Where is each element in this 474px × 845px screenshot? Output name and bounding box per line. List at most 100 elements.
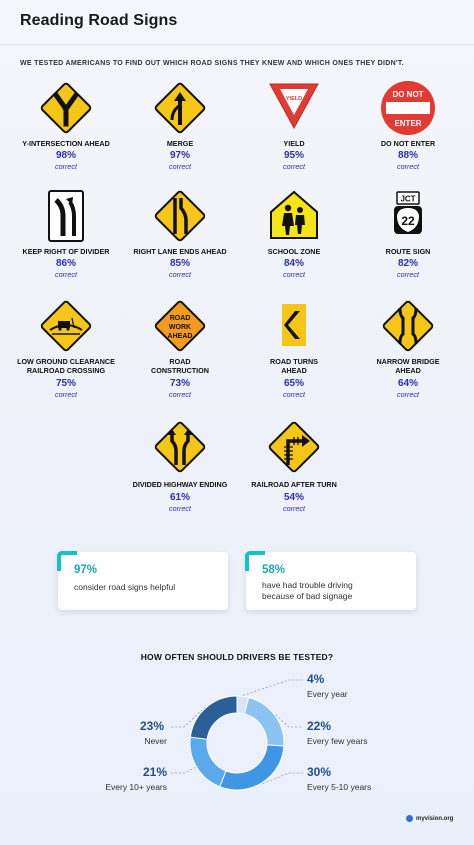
- sign-correct-label: correct: [55, 270, 77, 279]
- sign-correct-label: correct: [169, 162, 191, 171]
- brand-icon: [406, 815, 413, 822]
- sign-percent: 97%: [169, 150, 190, 161]
- sign-percent: 64%: [397, 378, 418, 389]
- route-sign-number: 22: [401, 214, 415, 228]
- slice-label-every-10-plus-years: Every 10+ years: [105, 782, 167, 792]
- brand-text: myvision.org: [416, 815, 454, 822]
- sign-correct-label: correct: [169, 390, 191, 399]
- sign-percent: 98%: [55, 150, 76, 161]
- do-not-enter-bottom-text: ENTER: [394, 119, 421, 128]
- sign-percent: 82%: [397, 258, 418, 269]
- donut-slice-every-10-plus-years: [189, 736, 227, 788]
- stat-text: consider road signs helpful: [74, 582, 176, 592]
- sign-correct-label: correct: [283, 504, 305, 513]
- donut-slice-every-5-10-years: [219, 744, 285, 791]
- school-zone-sign-icon: [236, 186, 352, 246]
- donut-leader-line: [170, 767, 196, 774]
- sign-name: ROUTE SIGN: [385, 247, 431, 256]
- divided-highway-ends-sign-icon: [122, 417, 238, 477]
- chevron-sign-icon: [236, 296, 352, 356]
- sign-name: DIVIDED HIGHWAY ENDING: [132, 480, 228, 489]
- sign-correct-label: correct: [169, 270, 191, 279]
- card-accent: [245, 551, 265, 571]
- chart-title: HOW OFTEN SHOULD DRIVERS BE TESTED?: [140, 652, 334, 662]
- merge-sign-icon: [122, 78, 238, 138]
- page-title: Reading Road Signs: [20, 12, 178, 29]
- railroad-after-turn-sign-icon: [236, 417, 352, 477]
- yield-sign-text: YIELD: [286, 96, 302, 102]
- slice-label-every-5-10-years: Every 5-10 years: [307, 782, 372, 792]
- sign-percent: 54%: [283, 492, 304, 503]
- route-sign-icon: JCT 22: [350, 186, 466, 246]
- sign-name: DO NOT ENTER: [380, 139, 436, 148]
- road-work-sign-icon: ROAD WORK AHEAD: [122, 296, 238, 356]
- slice-label-every-few-years: Every few years: [307, 736, 368, 746]
- sign-percent: 86%: [55, 258, 76, 269]
- sign-correct-label: correct: [283, 390, 305, 399]
- slice-percent-every-few-years: 22%: [307, 719, 332, 733]
- stat-card: 97% consider road signs helpful: [57, 551, 228, 610]
- stat-text: have had trouble driving because of bad …: [262, 580, 353, 601]
- sign-name: NARROW BRIDGE AHEAD: [376, 357, 440, 375]
- sign-correct-label: correct: [397, 162, 419, 171]
- sign-percent: 61%: [169, 492, 190, 503]
- sign-correct-label: correct: [283, 162, 305, 171]
- sign-name: MERGE: [166, 139, 194, 148]
- sign-name: YIELD: [283, 139, 305, 148]
- slice-label-never: Never: [144, 736, 167, 746]
- sign-percent: 85%: [169, 258, 190, 269]
- low-clearance-sign-icon: [8, 296, 124, 356]
- donut-slice-every-few-years: [243, 696, 285, 747]
- donut-leader-line: [242, 679, 303, 696]
- slice-label-every-year: Every year: [307, 689, 348, 699]
- sign-percent: 95%: [283, 150, 304, 161]
- sign-percent: 84%: [283, 258, 304, 269]
- y-intersection-sign-icon: [8, 78, 124, 138]
- do-not-enter-sign-icon: DO NOT ENTER: [350, 78, 466, 138]
- header-divider: [0, 44, 474, 45]
- slice-percent-never: 23%: [140, 719, 165, 733]
- slice-percent-every-5-10-years: 30%: [307, 765, 332, 779]
- yield-sign-icon: YIELD: [236, 78, 352, 138]
- road-work-line-2: WORK: [169, 324, 191, 331]
- do-not-enter-top-text: DO NOT: [392, 90, 423, 99]
- sign-percent: 65%: [283, 378, 304, 389]
- donut-leader-line: [262, 772, 303, 784]
- donut-slice-never: [189, 695, 238, 740]
- keep-right-sign-icon: [8, 186, 124, 246]
- slice-percent-every-10-plus-years: 21%: [143, 765, 168, 779]
- donut-leader-line: [170, 706, 206, 728]
- brand-logo: myvision.org: [406, 815, 453, 822]
- sign-correct-label: correct: [283, 270, 305, 279]
- sign-name: Y-INTERSECTION AHEAD: [22, 139, 110, 148]
- sign-name: RAILROAD AFTER TURN: [251, 480, 337, 489]
- sign-percent: 73%: [169, 378, 190, 389]
- sign-correct-label: correct: [55, 390, 77, 399]
- donut-leader-line: [275, 714, 303, 728]
- sign-name: SCHOOL ZONE: [267, 247, 321, 256]
- card-accent: [57, 551, 77, 571]
- sign-correct-label: correct: [397, 270, 419, 279]
- road-work-line-3: AHEAD: [168, 333, 193, 340]
- sign-percent: 88%: [397, 150, 418, 161]
- slice-percent-every-year: 4%: [307, 672, 325, 686]
- sign-name: ROAD TURNS AHEAD: [270, 357, 318, 375]
- page-subtitle: WE TESTED AMERICANS TO FIND OUT WHICH RO…: [20, 60, 404, 67]
- sign-name: KEEP RIGHT OF DIVIDER: [22, 247, 110, 256]
- lane-ends-sign-icon: [122, 186, 238, 246]
- sign-correct-label: correct: [169, 504, 191, 513]
- sign-correct-label: correct: [397, 390, 419, 399]
- donut-slice-every-year: [236, 695, 250, 715]
- route-sign-jct-text: JCT: [400, 195, 415, 204]
- narrow-bridge-sign-icon: [350, 296, 466, 356]
- stat-value: 97%: [74, 564, 98, 576]
- stat-value: 58%: [262, 564, 286, 576]
- sign-name: RIGHT LANE ENDS AHEAD: [133, 247, 227, 256]
- stat-card: 58% have had trouble driving because of …: [245, 551, 416, 610]
- sign-name: ROAD CONSTRUCTION: [151, 357, 209, 375]
- sign-correct-label: correct: [55, 162, 77, 171]
- sign-percent: 75%: [55, 378, 76, 389]
- sign-name: LOW GROUND CLEARANCE RAILROAD CROSSING: [17, 357, 115, 375]
- road-work-line-1: ROAD: [170, 315, 191, 322]
